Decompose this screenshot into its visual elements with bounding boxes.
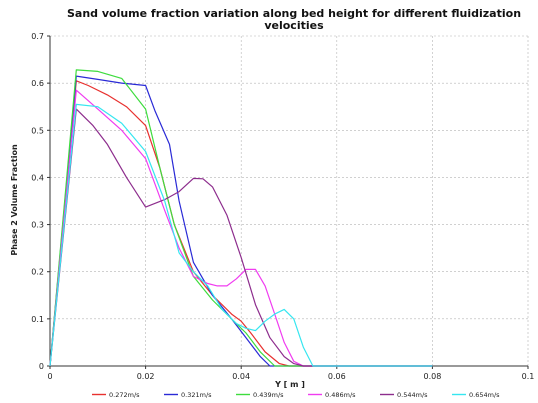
series-line [49,69,433,367]
series-line [49,89,433,367]
legend: 0.272m/s 0.321m/s 0.439m/s 0.486m/s 0.544m/s… [92,391,500,399]
series-line [49,80,433,367]
grid [50,35,529,366]
legend-label: 0.544m/s [397,391,428,399]
legend-label: 0.321m/s [181,391,212,399]
chart-title-line-1: Sand volume fraction variation along bed… [67,7,521,20]
legend-label: 0.486m/s [325,391,356,399]
x-tick-label: 0.06 [328,372,346,381]
chart-title-line-2: velocities [264,19,324,32]
legend-label: 0.272m/s [109,391,140,399]
legend-label: 0.654m/s [469,391,500,399]
x-tick-label: 0.1 [522,372,535,381]
series-line [49,75,433,367]
tick-labels: 0 0.02 0.04 0.06 0.08 0.1 0 0.1 0.2 0.3 0.4 0.5 0.6 0… [31,32,534,381]
x-tick-label: 0.08 [423,372,441,381]
series-line [49,108,433,367]
series-line [49,103,433,367]
x-tick-label: 0.02 [137,372,155,381]
y-tick-label: 0.6 [31,79,44,88]
x-tick-label: 0.04 [232,372,250,381]
y-tick-label: 0.1 [31,315,44,324]
y-tick-label: 0.4 [31,173,44,182]
y-tick-label: 0.5 [31,126,44,135]
y-tick-label: 0.3 [31,221,44,230]
x-axis-label: Y [ m ] [274,380,305,389]
y-tick-label: 0.2 [31,268,44,277]
x-tick-label: 0 [47,372,52,381]
y-axis-label: Phase 2 Volume Fraction [10,144,19,256]
y-tick-label: 0.7 [31,32,44,41]
y-tick-label: 0 [39,362,44,371]
series-lines [49,69,433,367]
legend-label: 0.439m/s [253,391,284,399]
